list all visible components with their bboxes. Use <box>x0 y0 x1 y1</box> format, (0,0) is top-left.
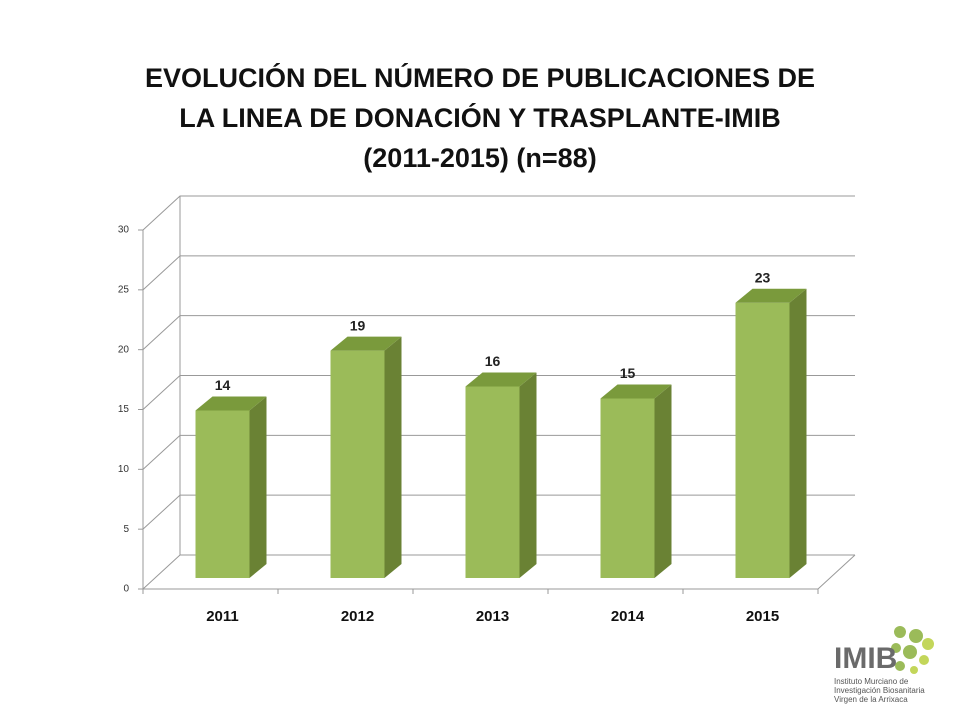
bar-front <box>735 302 790 578</box>
bar <box>465 372 537 578</box>
bar-top <box>600 384 672 399</box>
chart-title: EVOLUCIÓN DEL NÚMERO DE PUBLICACIONES DE <box>145 62 815 93</box>
bar <box>195 396 267 578</box>
y-tick-label: 5 <box>123 524 129 535</box>
bar-top <box>195 396 267 411</box>
bar-top <box>465 372 537 387</box>
bar <box>600 384 672 578</box>
data-label: 16 <box>485 353 501 369</box>
y-tick-label: 15 <box>118 404 130 415</box>
y-tick-label: 25 <box>118 284 130 295</box>
bar-side <box>519 372 537 578</box>
bar-front <box>465 386 520 578</box>
data-label: 15 <box>620 365 636 381</box>
logo: IMIB Instituto Murciano de Investigación… <box>834 626 934 704</box>
bar-top <box>735 288 807 303</box>
x-tick-label: 2012 <box>341 608 374 625</box>
y-tick-label: 0 <box>123 584 129 595</box>
x-tick-label: 2011 <box>206 608 239 625</box>
bar-side <box>654 384 672 578</box>
bar <box>330 336 402 578</box>
x-tick-label: 2013 <box>476 608 509 625</box>
bar <box>735 288 807 578</box>
chart-title: (2011-2015) (n=88) <box>363 143 596 173</box>
bar-front <box>330 350 385 578</box>
bar-side <box>789 288 807 578</box>
y-tick-label: 30 <box>118 225 130 236</box>
data-label: 19 <box>350 317 366 333</box>
x-tick-label: 2014 <box>611 608 645 625</box>
grid-line <box>142 255 855 291</box>
bar-side <box>249 396 267 578</box>
logo-line: Investigación Biosanitaria <box>834 686 925 695</box>
chart-title: LA LINEA DE DONACIÓN Y TRASPLANTE-IMIB <box>179 102 781 133</box>
bar-front <box>600 398 655 578</box>
data-label: 23 <box>755 269 771 285</box>
grid-line <box>142 195 855 231</box>
data-label: 14 <box>215 377 231 393</box>
y-tick-label: 10 <box>118 464 130 475</box>
bar-top <box>330 336 402 351</box>
bar-front <box>195 410 250 578</box>
logo-line: Instituto Murciano de <box>834 677 909 686</box>
logo-name: IMIB <box>834 642 897 675</box>
logo-line: Virgen de la Arrixaca <box>834 695 908 704</box>
bar-side <box>384 336 402 578</box>
x-tick-label: 2015 <box>746 608 779 625</box>
y-tick-label: 20 <box>118 344 130 355</box>
